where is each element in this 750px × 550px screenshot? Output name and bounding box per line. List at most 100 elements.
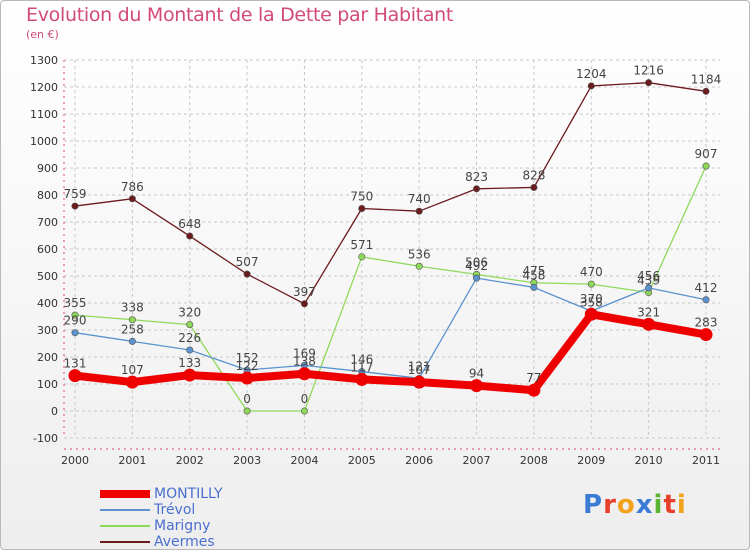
data-label-marigny: 506 [465,255,488,269]
data-point-trevol [71,329,79,337]
legend-swatch [100,490,150,498]
grid-layer [64,59,720,439]
data-label-avermes: 828 [522,168,545,182]
logo-letter: i [653,490,664,520]
data-label-montilly: 107 [408,363,431,377]
series-line-avermes [74,82,707,305]
legend-swatch [100,525,150,527]
data-label-avermes: 759 [64,187,87,201]
data-point-avermes [530,183,538,191]
legend-item: Trévol [100,502,195,518]
y-tick-label: 800 [37,189,58,202]
data-point-avermes [71,202,79,210]
y-tick-label: 600 [37,243,58,256]
x-tick-label: 2010 [635,454,663,467]
proxiti-logo: Proxiti [583,490,687,520]
y-tick-label: 200 [37,351,58,364]
x-tick-label: 2011 [692,454,720,467]
legend-label: Marigny [154,518,211,534]
logo-letter: i [676,490,687,520]
data-point-montilly [125,375,139,389]
data-point-avermes [645,79,653,87]
x-tick-label: 2003 [233,454,261,467]
data-point-montilly [355,372,369,386]
axis-layer: -100010020030040050060070080090010001100… [30,54,720,467]
data-point-trevol [702,296,710,304]
data-point-avermes [243,270,251,278]
logo-letter: o [616,490,636,520]
data-label-trevol: 458 [522,268,545,282]
legend-item: Avermes [100,534,215,550]
data-label-trevol: 121 [408,359,431,373]
data-point-marigny [415,262,423,270]
data-point-marigny [243,407,251,415]
data-label-trevol: 226 [178,331,201,345]
data-label-avermes: 740 [408,192,431,206]
x-tick-label: 2005 [348,454,376,467]
data-label-marigny: 475 [522,264,545,278]
data-label-montilly: 283 [695,316,718,330]
data-point-marigny [300,407,308,415]
data-label-montilly: 94 [469,367,484,381]
data-point-montilly [584,307,598,321]
data-point-montilly [699,328,713,342]
data-label-trevol: 290 [64,314,87,328]
data-label-trevol: 412 [695,281,718,295]
y-tick-label: 500 [37,270,58,283]
data-point-montilly [183,368,197,382]
y-tick-label: 1200 [30,81,58,94]
legend-item: Marigny [100,518,210,534]
x-tick-label: 2000 [61,454,89,467]
data-label-avermes: 507 [236,255,259,269]
data-point-avermes [358,205,366,213]
legend-swatch [100,509,150,511]
data-point-marigny [186,321,194,329]
x-tick-label: 2007 [463,454,491,467]
data-point-trevol [186,346,194,354]
data-label-montilly: 77 [526,371,541,385]
data-label-marigny: 571 [350,238,373,252]
data-label-marigny: 338 [121,301,144,315]
x-tick-label: 2008 [520,454,548,467]
logo-letter: P [583,490,604,520]
data-label-montilly: 122 [236,359,259,373]
data-label-avermes: 786 [121,180,144,194]
chart-subtitle: (en €) [26,28,59,41]
data-label-trevol: 492 [465,259,488,273]
y-tick-label: 300 [37,324,58,337]
data-point-avermes [186,232,194,240]
series-line-trevol [74,277,707,379]
data-label-trevol: 370 [580,292,603,306]
data-point-montilly [527,383,541,397]
data-label-avermes: 1184 [691,72,722,86]
x-tick-label: 2004 [290,454,318,467]
data-label-montilly: 117 [350,360,373,374]
series-line-marigny [74,165,707,412]
data-label-avermes: 750 [350,190,373,204]
data-label-montilly: 321 [637,305,660,319]
data-point-montilly [412,375,426,389]
data-label-montilly: 358 [580,295,603,309]
data-label-avermes: 1204 [576,67,607,81]
data-label-trevol: 258 [121,322,144,336]
data-point-montilly [68,369,82,383]
data-label-avermes: 1216 [633,64,664,78]
data-point-avermes [415,207,423,215]
y-tick-label: 700 [37,216,58,229]
y-tick-label: 1100 [30,108,58,121]
data-point-marigny [128,316,136,324]
data-point-avermes [702,87,710,95]
data-point-avermes [587,82,595,90]
data-label-marigny: 320 [178,306,201,320]
data-point-marigny [702,162,710,170]
y-tick-label: 100 [37,378,58,391]
legend-label: Trévol [154,502,196,518]
data-label-trevol: 152 [236,351,259,365]
data-label-avermes: 397 [293,285,316,299]
data-point-avermes [300,300,308,308]
logo-letter: t [663,490,677,520]
data-point-avermes [473,185,481,193]
data-label-marigny: 0 [243,392,251,406]
